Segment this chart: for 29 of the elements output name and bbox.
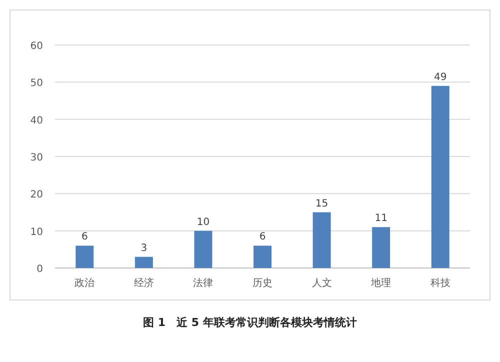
data-label: 6 (81, 232, 88, 243)
bar (194, 230, 212, 268)
y-tick-label: 30 (30, 152, 43, 164)
y-tick-label: 40 (30, 115, 43, 126)
data-label: 11 (374, 213, 388, 224)
x-tick-label: 政治 (74, 277, 95, 289)
bar (254, 246, 272, 268)
x-tick-label: 法律 (193, 277, 214, 289)
data-label: 15 (315, 198, 328, 210)
x-tick-label: 历史 (252, 277, 272, 289)
y-tick-label: 60 (30, 41, 43, 52)
bar (372, 227, 390, 268)
bar (312, 212, 331, 268)
y-tick-label: 10 (30, 226, 43, 238)
x-tick-label: 人文 (312, 277, 332, 289)
bar (76, 246, 94, 268)
y-tick-label: 20 (30, 190, 43, 201)
x-tick-label: 经济 (134, 277, 154, 289)
data-label: 10 (196, 216, 210, 228)
x-tick-label: 科技 (430, 277, 450, 289)
y-tick-label: 0 (36, 264, 43, 275)
bar (431, 86, 450, 268)
data-label: 3 (140, 242, 148, 254)
caption: 图 1 近 5 年联考常识判断各模块考情统计 (143, 316, 357, 329)
bar (134, 256, 153, 268)
x-tick-label: 地理 (370, 277, 392, 289)
y-tick-label: 50 (30, 78, 43, 90)
data-label: 6 (259, 232, 266, 243)
data-label: 49 (434, 72, 447, 83)
